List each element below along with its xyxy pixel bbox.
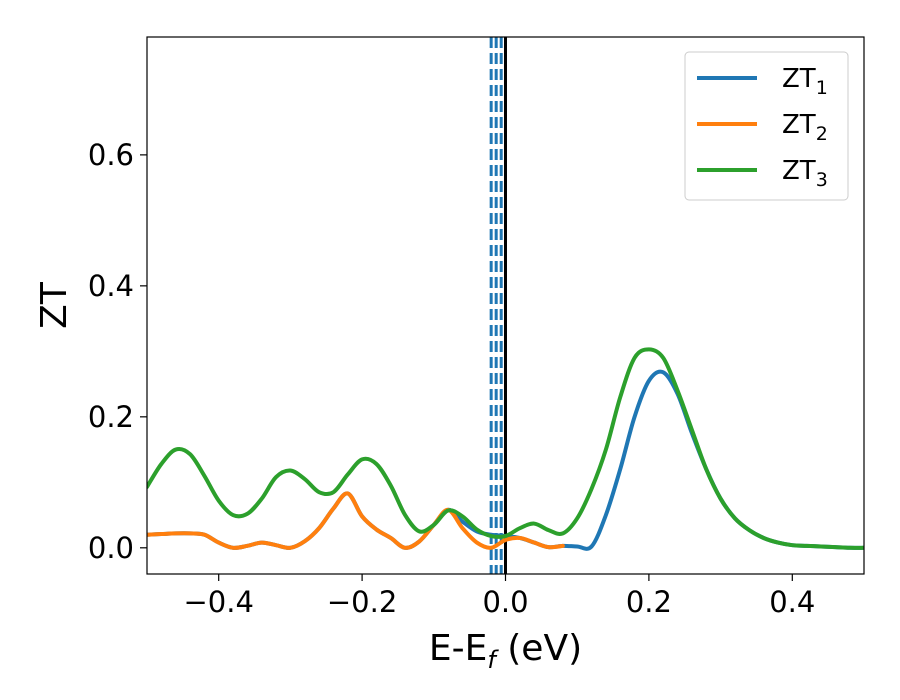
y-tick-label: 0.4 <box>88 269 134 303</box>
y-tick-label: 0.6 <box>88 138 134 172</box>
x-axis-title: E-Ef (eV) <box>429 628 582 674</box>
x-axis-title-main: E-E <box>429 628 487 669</box>
y-tick-label: 0.2 <box>88 400 134 434</box>
legend-label-subscript: 3 <box>816 169 828 191</box>
x-tick-label: 0.0 <box>482 585 528 619</box>
legend-label-2: ZT2 <box>782 110 828 145</box>
y-tick-label: 0.0 <box>88 531 134 565</box>
axes: −0.4 −0.2 0.0 0.2 0.4 0.0 0.2 0.4 0.6 E-Ef (eV) ZT <box>34 36 865 674</box>
legend-box <box>684 51 849 201</box>
legend-label-3: ZT3 <box>782 156 828 191</box>
x-tick-label: −0.4 <box>183 585 253 619</box>
series-line-3 <box>147 347 864 550</box>
x-tick-label: −0.2 <box>327 585 397 619</box>
legend-label-subscript: 2 <box>816 123 828 145</box>
plot-inner <box>147 37 864 574</box>
y-axis-title: ZT <box>34 281 75 329</box>
legend-label-subscript: 1 <box>816 77 828 99</box>
legend-label-1: ZT1 <box>782 64 828 99</box>
series-line-2 <box>147 491 565 550</box>
legend-label-main: ZT <box>782 156 816 186</box>
legend-label-main: ZT <box>782 64 816 94</box>
x-tick-label: 0.4 <box>769 585 815 619</box>
plot-area <box>147 37 864 574</box>
x-axis-title-unit: (eV) <box>496 628 582 669</box>
x-tick-label: 0.2 <box>626 585 672 619</box>
legend-label-main: ZT <box>782 110 816 140</box>
